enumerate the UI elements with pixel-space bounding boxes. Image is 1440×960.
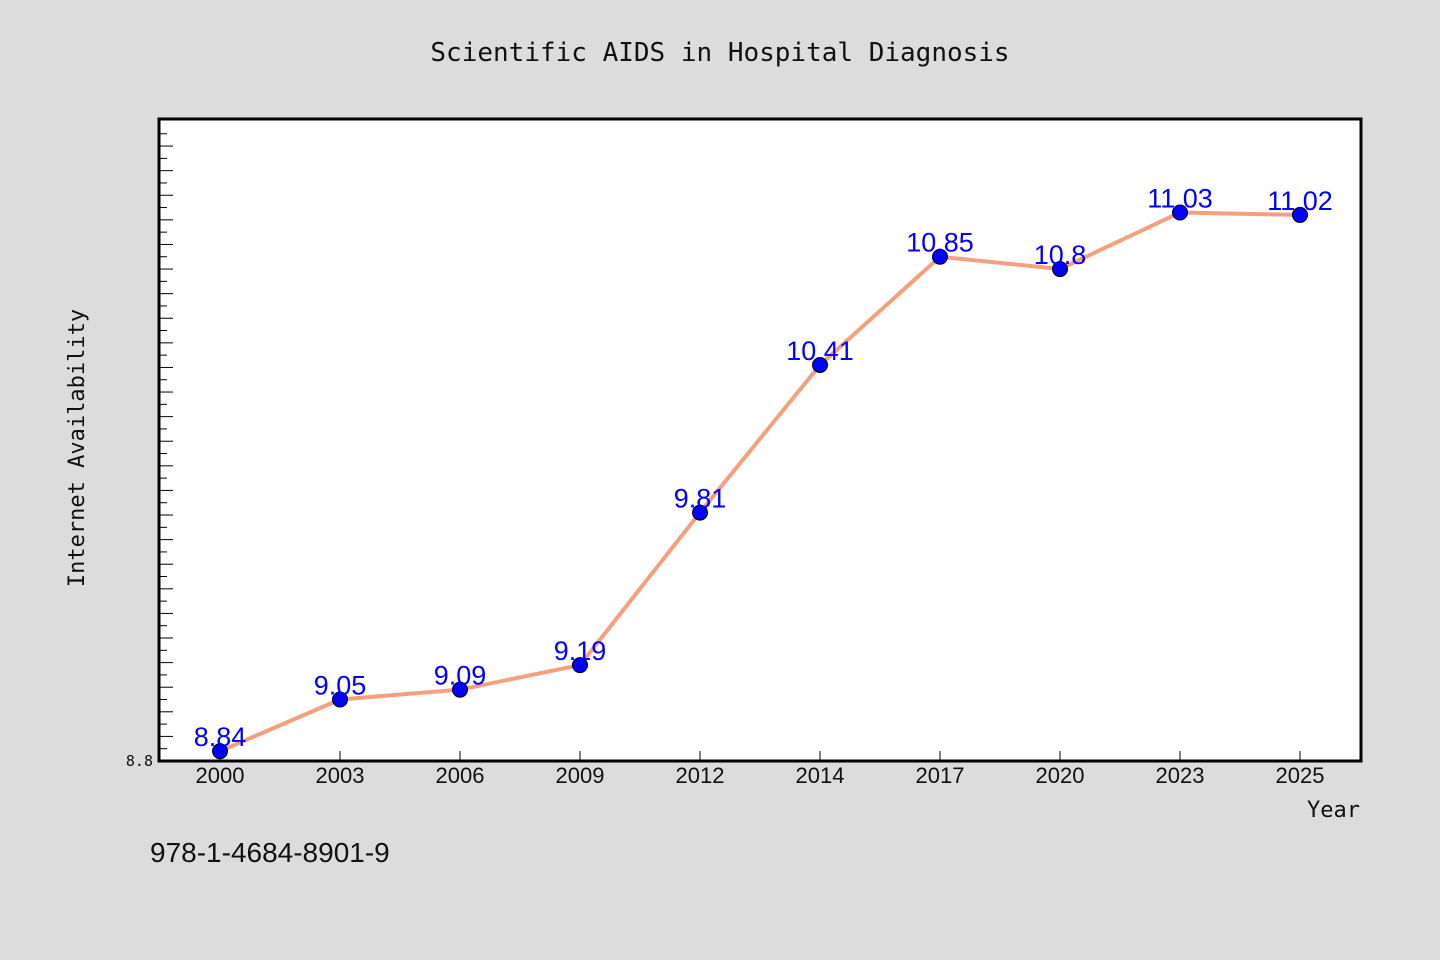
x-tick-label: 2006 bbox=[436, 763, 485, 788]
data-point bbox=[1172, 204, 1188, 221]
chart-title: Scientific AIDS in Hospital Diagnosis bbox=[430, 38, 1009, 68]
data-label: 11.03 bbox=[1147, 183, 1213, 213]
x-tick-label: 2025 bbox=[1276, 763, 1325, 788]
isbn-text: 978-1-4684-8901-9 bbox=[150, 837, 390, 868]
x-tick-label: 2003 bbox=[316, 763, 365, 788]
data-point bbox=[932, 248, 948, 265]
x-tick-label: 2009 bbox=[556, 763, 605, 788]
data-point bbox=[1292, 206, 1308, 223]
y-tick-label: 8.8 bbox=[126, 752, 153, 770]
data-label: 9.09 bbox=[434, 661, 487, 691]
data-label: 11.02 bbox=[1267, 186, 1333, 216]
x-axis-label: Year bbox=[1307, 798, 1360, 823]
x-tick-label: 2012 bbox=[676, 763, 725, 788]
data-label: 10.8 bbox=[1034, 240, 1087, 270]
y-axis-label: Internet Availability bbox=[65, 309, 90, 587]
data-label: 9.05 bbox=[314, 671, 367, 701]
data-labels: 8.84 9.05 9.09 9.19 9.81 10.41 10.85 10.8 11.03 1… bbox=[194, 183, 1333, 752]
x-tick-label: 2023 bbox=[1156, 763, 1205, 788]
x-tick-label: 2014 bbox=[796, 763, 845, 788]
data-point bbox=[692, 504, 708, 521]
data-label: 8.84 bbox=[194, 722, 247, 752]
x-tick-label: 2000 bbox=[196, 763, 245, 788]
data-label: 9.81 bbox=[674, 484, 727, 514]
series-line bbox=[219, 210, 1301, 753]
data-label: 10.85 bbox=[906, 228, 974, 258]
data-point bbox=[332, 691, 348, 708]
data-label: 10.41 bbox=[786, 336, 854, 366]
y-axis-ticks bbox=[159, 133, 173, 762]
x-tick-label: 2017 bbox=[916, 763, 965, 788]
data-point bbox=[572, 657, 588, 674]
data-point bbox=[812, 356, 828, 373]
data-label: 9.19 bbox=[554, 636, 607, 666]
data-point bbox=[452, 681, 468, 698]
data-point bbox=[212, 743, 228, 760]
x-tick-labels: 2000 2003 2006 2009 2012 2014 2017 2020 2023 2025 bbox=[196, 763, 1325, 788]
data-point bbox=[1052, 261, 1068, 278]
series-markers bbox=[212, 204, 1308, 760]
x-tick-label: 2020 bbox=[1036, 763, 1085, 788]
